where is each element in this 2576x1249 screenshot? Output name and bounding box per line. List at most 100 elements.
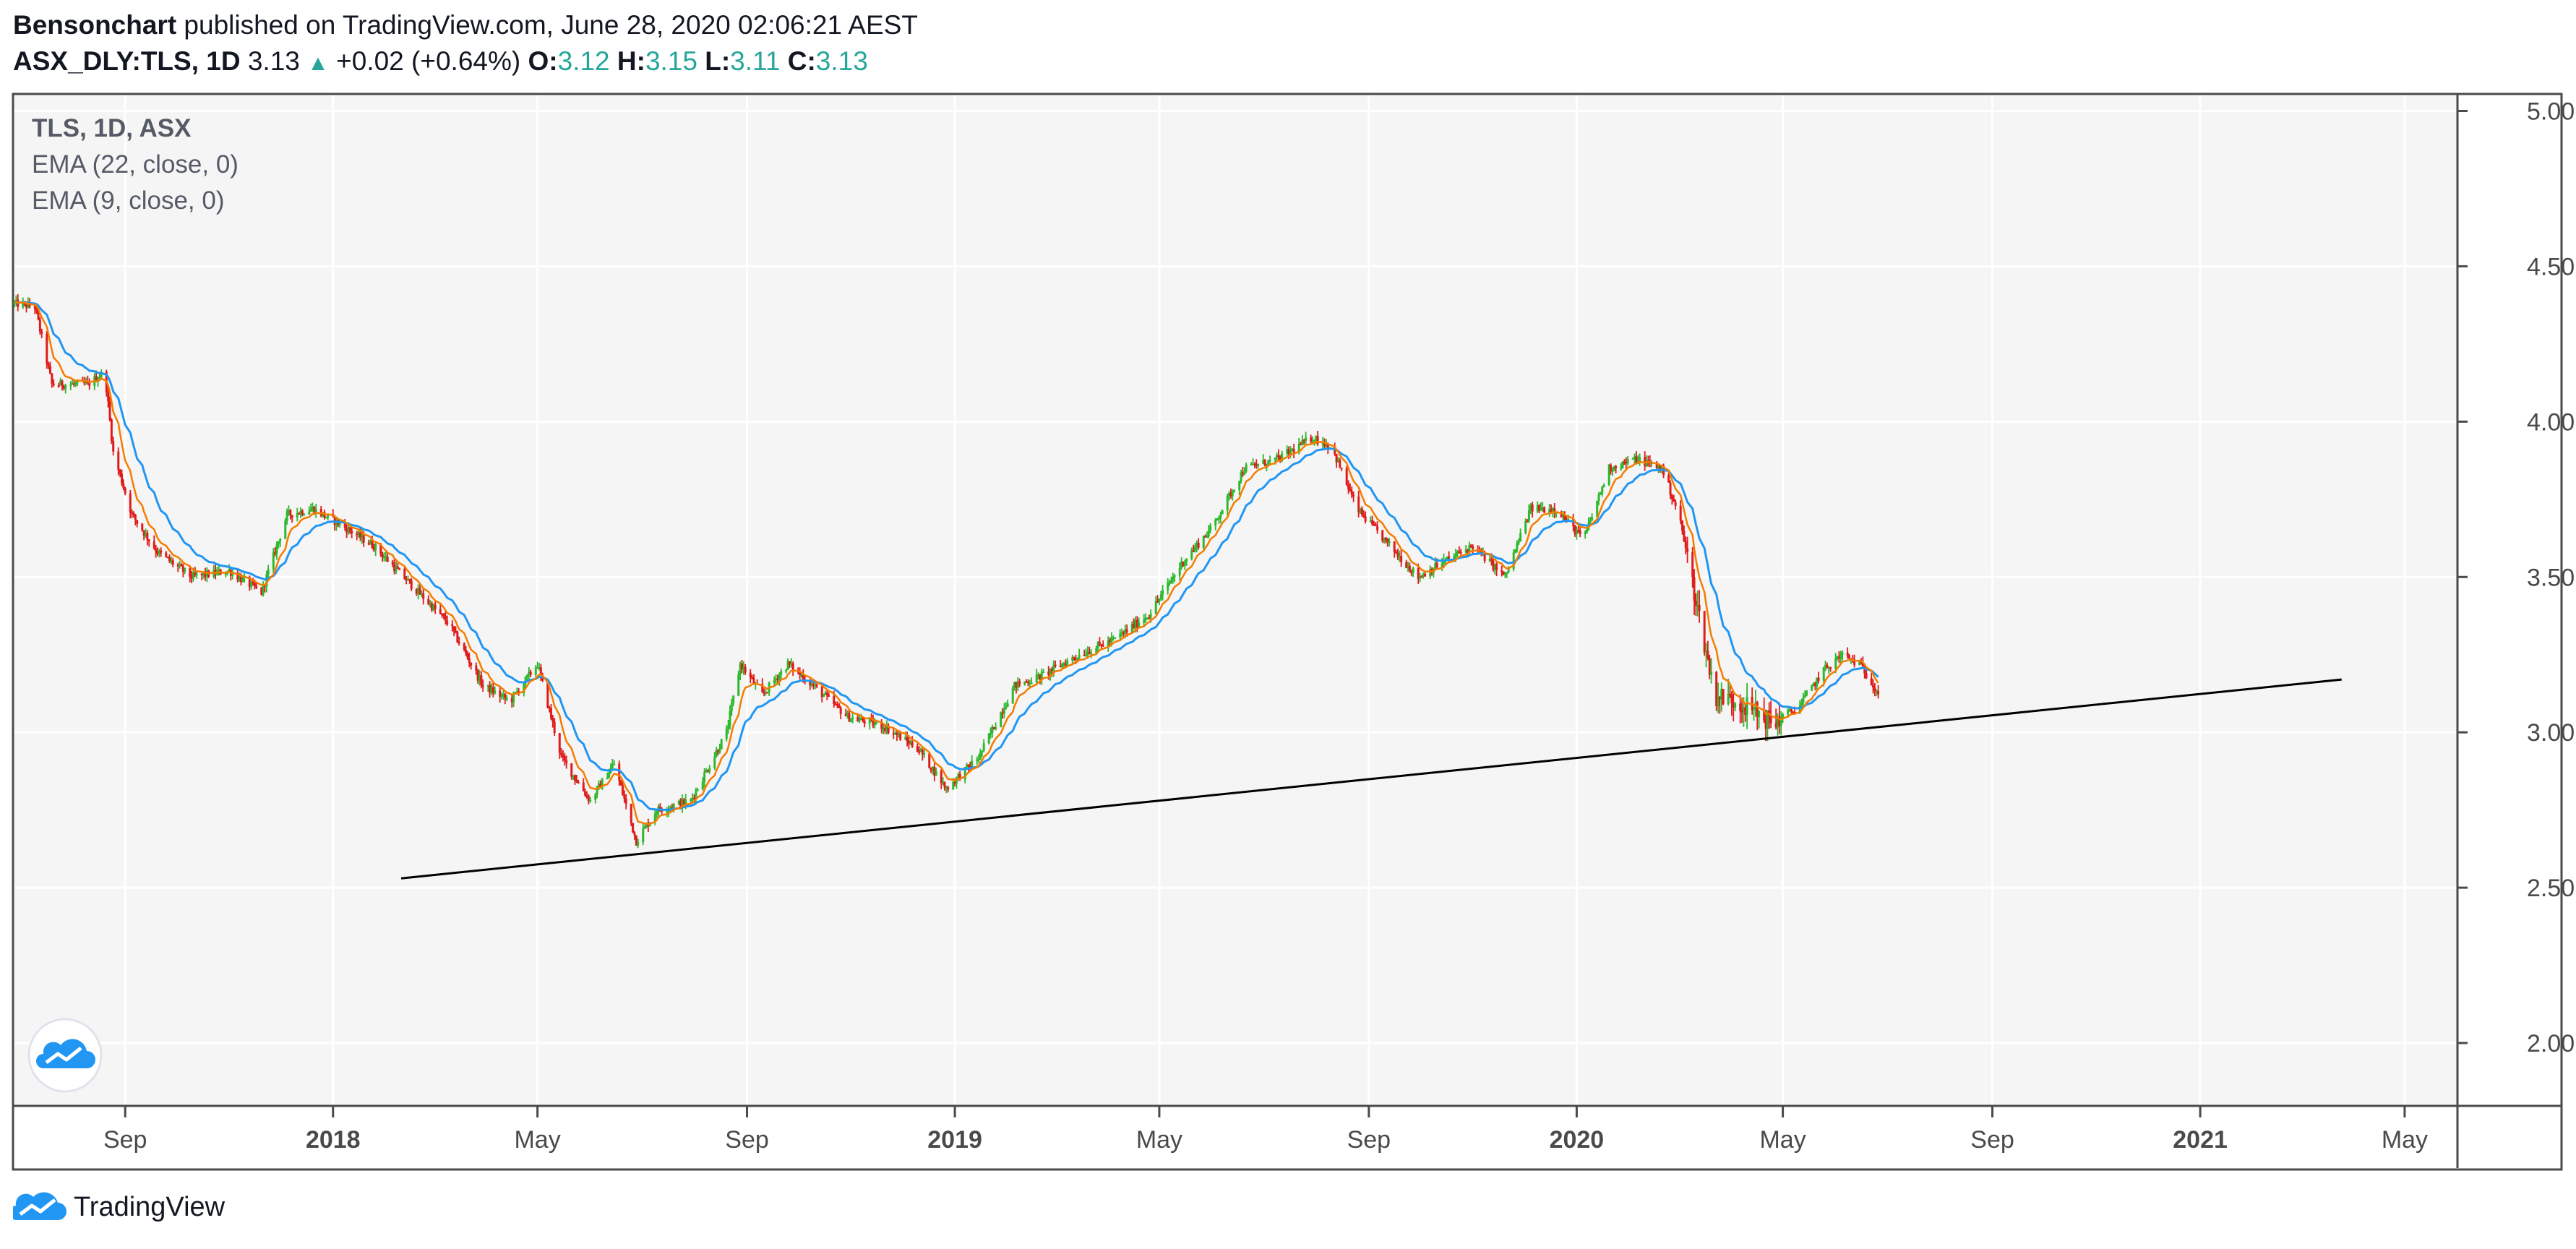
candle-body — [1122, 632, 1125, 635]
candle-body — [1064, 664, 1067, 666]
candle-body — [13, 302, 16, 304]
candle-body — [296, 512, 299, 518]
candle-body — [523, 684, 525, 694]
candle-body — [1626, 458, 1629, 464]
candle-body — [810, 684, 813, 686]
candle-body — [194, 572, 197, 575]
candle-body — [1289, 450, 1292, 455]
candle-body — [1297, 443, 1300, 452]
candle-body — [132, 512, 135, 515]
ema9-legend[interactable]: EMA (9, close, 0) — [32, 186, 225, 215]
candle-body — [1015, 682, 1018, 688]
candle-body — [1769, 715, 1772, 724]
candle-body — [1753, 708, 1756, 711]
candle-body — [1586, 529, 1589, 533]
time-axis[interactable]: Sep 2018 May Sep 2019 May Sep 2020 May Sep 2021 May — [103, 1106, 2428, 1154]
candle-body — [243, 577, 246, 579]
candle-body — [107, 392, 110, 402]
candle-body — [1429, 569, 1432, 577]
candle-body — [1774, 723, 1777, 728]
candle-body — [740, 663, 743, 670]
candle-body — [1321, 442, 1324, 445]
candle-body — [1696, 605, 1699, 607]
candle-body — [1483, 552, 1486, 561]
candle-body — [1120, 632, 1123, 635]
candle-body — [1268, 459, 1271, 461]
candle-body — [1623, 461, 1626, 463]
time-tick-label: Sep — [1347, 1126, 1391, 1154]
candle-body — [560, 752, 563, 755]
candle-body — [582, 782, 585, 791]
candle-body — [442, 614, 445, 616]
candle-body — [1683, 531, 1686, 541]
candle-body — [599, 784, 602, 789]
candle-body — [1502, 571, 1505, 575]
candle-body — [171, 560, 174, 565]
candle-body — [1873, 687, 1876, 692]
candle-body — [25, 302, 27, 308]
candle-body — [695, 790, 697, 799]
candle-body — [112, 440, 115, 452]
candle-body — [1560, 512, 1563, 518]
candle-body — [241, 578, 244, 583]
candle-body — [1793, 712, 1796, 714]
candle-body — [732, 695, 735, 703]
candle-body — [562, 755, 564, 757]
candle-body — [1567, 518, 1570, 521]
candle-body — [61, 380, 64, 387]
candle-body — [1025, 681, 1028, 683]
candle-body — [691, 797, 694, 800]
candle-body — [64, 385, 67, 389]
candle-body — [1424, 573, 1427, 577]
candle-body — [165, 552, 168, 557]
candle-body — [1345, 468, 1348, 485]
candle-body — [923, 753, 926, 755]
candle-body — [1727, 693, 1730, 705]
candle-body — [1252, 463, 1255, 465]
chart-symbol-legend[interactable]: TLS, 1D, ASX — [32, 114, 192, 142]
candle-body — [418, 588, 421, 595]
candle-body — [88, 382, 91, 386]
candle-body — [992, 726, 995, 729]
footer-branding[interactable]: TradingView — [13, 1189, 225, 1225]
candle-body — [1636, 461, 1639, 463]
candle-body — [790, 663, 793, 665]
candle-body — [1315, 436, 1318, 441]
candle-body — [285, 511, 288, 521]
candle-body — [1686, 548, 1689, 552]
candle-body — [468, 658, 471, 664]
candle-body — [415, 588, 418, 594]
candle-body — [236, 572, 239, 580]
candle-body — [1301, 439, 1304, 446]
candle-body — [1621, 461, 1624, 468]
candle-body — [761, 684, 764, 692]
plot-area[interactable] — [14, 95, 2457, 1105]
candle-body — [100, 372, 103, 378]
candle-body — [597, 784, 600, 787]
candle-body — [398, 568, 401, 570]
candle-body — [1467, 549, 1469, 553]
ema22-legend[interactable]: EMA (22, close, 0) — [32, 150, 239, 179]
price-axis[interactable]: 5.00 4.50 4.00 3.50 3.00 2.50 2.00 — [2457, 98, 2575, 1057]
candle-body — [897, 733, 900, 735]
candle-body — [587, 795, 590, 802]
candle-body — [239, 576, 242, 583]
candle-body — [549, 708, 552, 718]
candle-body — [969, 765, 971, 768]
trend-line[interactable] — [400, 678, 2342, 880]
candle-body — [301, 510, 304, 515]
candle-body — [33, 306, 36, 309]
candle-body — [351, 531, 353, 533]
author-name[interactable]: Bensonchart — [13, 10, 177, 40]
candle-body — [1398, 556, 1401, 558]
candle-body — [1023, 681, 1026, 685]
candle-body — [846, 713, 849, 716]
tradingview-badge[interactable] — [27, 1018, 103, 1093]
close-label: C: — [787, 46, 816, 76]
candle-body — [1782, 714, 1785, 719]
candle-body — [374, 544, 377, 551]
candle-body — [1042, 671, 1045, 674]
candle-body — [136, 520, 139, 524]
candle-body — [134, 515, 137, 520]
